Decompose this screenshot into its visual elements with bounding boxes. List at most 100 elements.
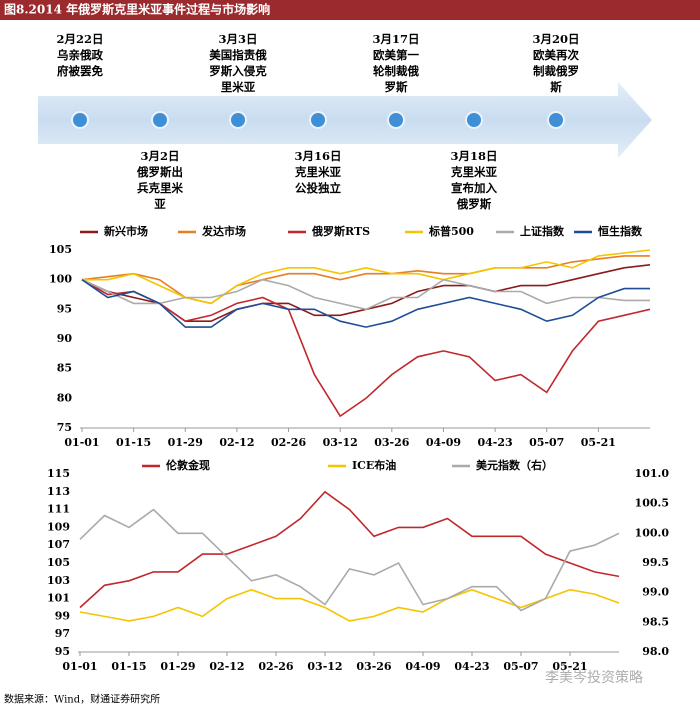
event-text: 宣布加入 [451, 181, 497, 195]
y-tick-label: 99 [55, 609, 70, 622]
x-tick-label: 03-12 [323, 436, 358, 449]
legend-label: 发达市场 [201, 224, 246, 238]
event-text: 俄罗斯出 [136, 165, 183, 179]
event-text: 兵克里米 [137, 181, 183, 195]
event-date: 3月17日 [372, 32, 419, 46]
x-tick-label: 02-26 [271, 436, 307, 449]
x-tick-label: 02-26 [258, 660, 294, 673]
y-tick-label: 90 [57, 332, 73, 345]
x-tick-label: 03-12 [307, 660, 342, 673]
event-text: 轮制裁俄 [373, 64, 419, 78]
legend-label: 恒生指数 [598, 224, 643, 238]
x-tick-label: 05-07 [503, 660, 538, 673]
event-text: 欧美第一 [373, 48, 419, 62]
legend-label: 标普500 [428, 224, 474, 238]
event-date: 3月3日 [218, 32, 257, 46]
y-tick-label: 115 [47, 467, 70, 480]
y2-tick-label: 98.5 [642, 615, 669, 628]
event-dot [547, 111, 565, 129]
event-dot [229, 111, 247, 129]
timeline-arrow [38, 82, 652, 158]
y2-tick-label: 100.5 [635, 497, 669, 510]
y2-tick-label: 101.0 [635, 467, 670, 480]
event-date: 3月16日 [294, 149, 341, 163]
series-line [81, 279, 650, 328]
event-dot [465, 111, 483, 129]
x-tick-label: 05-21 [581, 436, 616, 449]
event-text: 罗斯入侵克 [209, 64, 267, 78]
event-dot [71, 111, 89, 129]
x-tick-label: 01-01 [64, 436, 99, 449]
event-text: 俄罗斯 [456, 197, 492, 211]
legend-label: 新兴市场 [104, 224, 148, 238]
watermark: 李美岑投资策略 [545, 669, 643, 686]
x-tick-label: 03-26 [374, 436, 410, 449]
figure-title: 图8.2014 年俄罗斯克里米亚事件过程与市场影响 [4, 2, 270, 17]
x-tick-label: 02-12 [219, 436, 254, 449]
event-text: 克里米亚 [294, 165, 341, 179]
event-text: 美国指责俄 [209, 48, 267, 62]
y2-tick-label: 99.5 [642, 556, 669, 569]
header-bar [0, 0, 700, 20]
y-tick-label: 100 [49, 273, 72, 286]
series-line [79, 588, 620, 622]
x-tick-label: 01-29 [168, 436, 203, 449]
x-tick-label: 04-23 [454, 660, 489, 673]
x-tick-label: 03-26 [356, 660, 392, 673]
event-text: 公投独立 [295, 181, 341, 195]
legend-label: 上证指数 [520, 224, 565, 238]
y-tick-label: 109 [47, 520, 70, 533]
y-tick-label: 85 [57, 362, 72, 375]
legend-label: ICE布油 [352, 458, 396, 472]
y-tick-label: 105 [49, 243, 72, 256]
x-tick-label: 04-09 [405, 660, 440, 673]
x-tick-label: 05-21 [552, 660, 587, 673]
y-tick-label: 107 [47, 538, 70, 551]
event-date: 3月18日 [450, 149, 497, 163]
x-tick-label: 05-07 [529, 436, 564, 449]
x-tick-label: 04-23 [477, 436, 512, 449]
y2-tick-label: 100.0 [635, 526, 670, 539]
x-tick-label: 02-12 [209, 660, 244, 673]
y2-tick-label: 99.0 [642, 586, 669, 599]
event-date: 2月22日 [56, 32, 103, 46]
y-tick-label: 101 [47, 592, 70, 605]
y-tick-label: 80 [57, 391, 73, 404]
y-tick-label: 111 [47, 503, 70, 516]
x-tick-label: 01-15 [111, 660, 146, 673]
series-line [81, 278, 650, 311]
event-dot [387, 111, 405, 129]
y-tick-label: 105 [47, 556, 70, 569]
y-tick-label: 103 [47, 574, 70, 587]
event-text: 府被罢免 [57, 64, 103, 78]
legend-label: 俄罗斯RTS [311, 224, 370, 238]
series-line [81, 279, 651, 418]
x-tick-label: 01-15 [116, 436, 151, 449]
event-text: 里米亚 [221, 80, 256, 94]
y-tick-label: 95 [55, 645, 70, 658]
event-text: 乌亲俄政 [57, 48, 103, 62]
event-text: 亚 [154, 197, 166, 211]
series-line [79, 508, 620, 612]
x-tick-label: 01-29 [160, 660, 195, 673]
legend-label: 伦敦金现 [166, 458, 210, 472]
event-text: 欧美再次 [533, 48, 579, 62]
x-tick-label: 04-09 [426, 436, 461, 449]
legend-label: 美元指数（右） [476, 458, 553, 472]
event-dot [309, 111, 327, 129]
event-text: 制裁俄罗 [533, 64, 579, 78]
y2-tick-label: 98.0 [642, 645, 669, 658]
event-text: 斯 [550, 80, 562, 94]
y-tick-label: 113 [47, 485, 70, 498]
source: 数据来源：Wind，财通证券研究所 [4, 693, 160, 706]
event-date: 3月2日 [140, 149, 179, 163]
series-line [81, 255, 650, 305]
y-tick-label: 95 [57, 302, 72, 315]
event-date: 3月20日 [532, 32, 579, 46]
x-tick-label: 01-01 [62, 660, 97, 673]
event-dot [151, 111, 169, 129]
series-line [79, 490, 620, 609]
y-tick-label: 75 [57, 421, 72, 434]
y-tick-label: 97 [55, 627, 70, 640]
